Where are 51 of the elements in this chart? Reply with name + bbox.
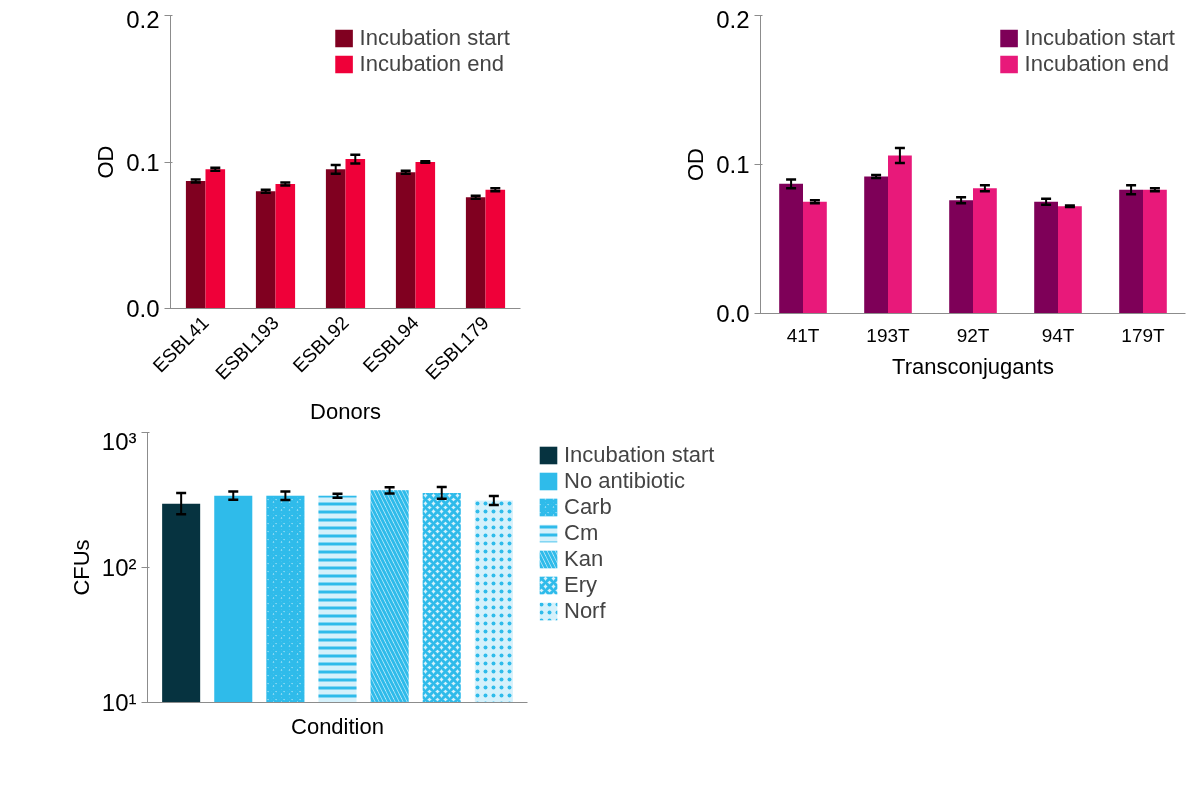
- bar: [973, 188, 997, 314]
- legend-label: Incubation start: [359, 25, 510, 51]
- x-axis-title: Condition: [291, 713, 384, 739]
- y-tick-label: 0.1: [716, 151, 750, 178]
- bar: [864, 176, 888, 314]
- y-tick-label: 10³: [101, 427, 137, 455]
- x-axis-title: Donors: [310, 399, 381, 425]
- bar: [949, 200, 973, 314]
- bar: [1034, 201, 1058, 314]
- y-tick-label: 0.0: [126, 295, 160, 322]
- y-tick-label: 0.1: [126, 148, 160, 176]
- bar: [255, 191, 276, 309]
- x-tick-label: 193T: [866, 324, 911, 346]
- legend-label: Carb: [564, 494, 612, 520]
- legend-label: Ery: [564, 572, 597, 598]
- bar: [1119, 189, 1143, 314]
- x-tick-label: 179T: [1121, 324, 1166, 346]
- legend-label: Cm: [564, 520, 599, 546]
- bar: [415, 162, 436, 309]
- bar: [345, 159, 366, 309]
- x-tick-label: 92T: [956, 324, 990, 346]
- y-tick-label: 0.2: [716, 5, 750, 33]
- legend-label: Incubation start: [1024, 25, 1175, 51]
- y-tick-label: 0.0: [716, 300, 750, 327]
- y-tick-label: 10¹: [101, 689, 137, 716]
- y-axis-title: CFUs: [68, 539, 94, 596]
- legend-label: Kan: [564, 546, 604, 572]
- bar: [465, 197, 486, 309]
- bar: [1143, 189, 1167, 314]
- bar: [779, 183, 803, 314]
- legend-label: Norf: [564, 598, 606, 624]
- bar: [325, 169, 346, 309]
- bar: [485, 189, 506, 309]
- bar: [185, 181, 206, 309]
- bar: [395, 172, 416, 309]
- y-tick-label: 10²: [101, 554, 137, 581]
- y-axis-title: OD: [93, 145, 119, 179]
- legend-label: Incubation start: [564, 442, 715, 468]
- y-tick-label: 0.2: [126, 5, 160, 33]
- legend-label: Incubation end: [359, 51, 504, 77]
- y-axis-title: OD: [683, 148, 709, 181]
- legend-label: No antibiotic: [564, 468, 686, 494]
- bar: [888, 155, 912, 314]
- x-tick-label: 94T: [1041, 324, 1075, 346]
- legend-label: Incubation end: [1024, 51, 1169, 77]
- bar: [275, 183, 296, 309]
- bar: [205, 169, 226, 309]
- bar: [1058, 206, 1082, 314]
- x-axis-title: Transconjugants: [892, 353, 1054, 379]
- x-tick-label: 41T: [786, 324, 820, 346]
- bar: [803, 201, 827, 314]
